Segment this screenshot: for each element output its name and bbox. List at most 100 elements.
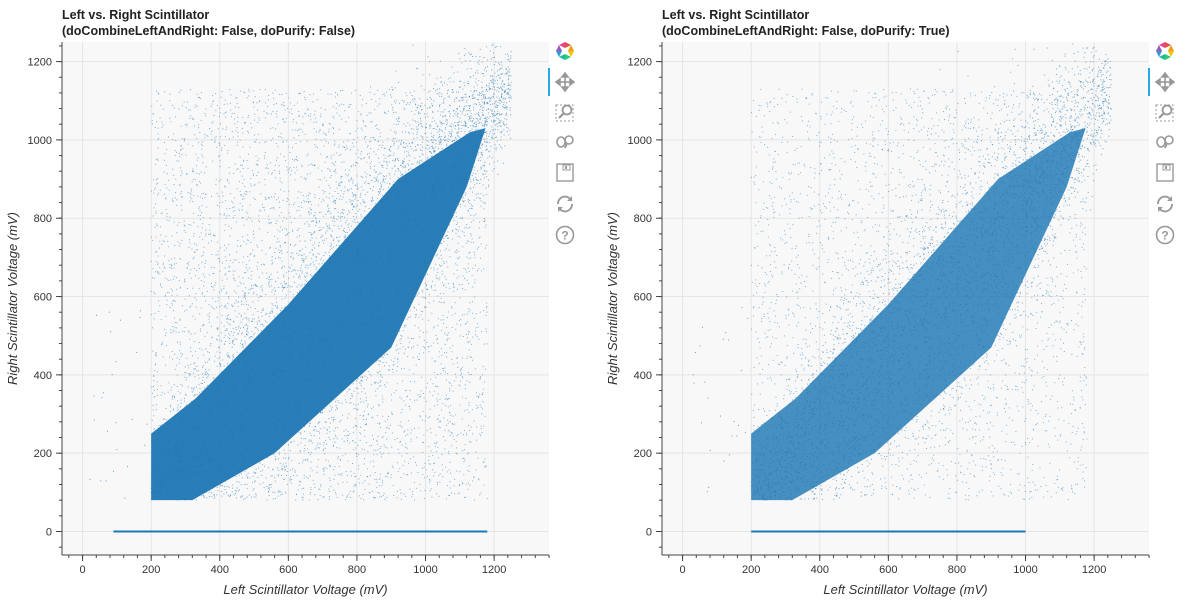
scatter-point xyxy=(153,380,155,382)
scatter-point xyxy=(234,447,236,449)
scatter-point xyxy=(428,302,430,304)
scatter-point xyxy=(388,218,390,220)
scatter-point xyxy=(350,470,352,472)
scatter-point xyxy=(329,439,331,441)
scatter-point xyxy=(468,96,470,98)
scatter-point xyxy=(401,173,403,175)
scatter-plot-left[interactable]: 0 200 400 600 800 1000 12000200400600800100012… xyxy=(0,0,600,600)
scatter-point xyxy=(247,167,249,169)
scatter-point xyxy=(359,196,361,198)
scatter-point xyxy=(410,432,412,434)
scatter-point xyxy=(215,338,217,340)
scatter-point xyxy=(392,372,394,374)
scatter-point xyxy=(473,118,475,120)
scatter-point xyxy=(218,297,220,299)
scatter-point xyxy=(208,412,210,414)
scatter-point xyxy=(178,478,180,480)
scatter-point xyxy=(438,95,440,97)
scatter-point xyxy=(246,303,248,305)
scatter-point xyxy=(485,97,487,99)
scatter-point xyxy=(236,188,238,190)
scatter-point xyxy=(182,476,184,478)
scatter-point xyxy=(225,424,227,426)
scatter-point xyxy=(228,167,230,169)
scatter-point xyxy=(414,242,416,244)
scatter-point xyxy=(410,189,412,191)
scatter-point xyxy=(411,110,413,112)
scatter-point xyxy=(317,402,319,404)
scatter-point xyxy=(180,170,182,172)
scatter-point xyxy=(251,320,253,322)
scatter-point xyxy=(197,157,199,159)
scatter-point xyxy=(171,496,173,498)
scatter-point xyxy=(460,324,462,326)
scatter-point xyxy=(321,170,323,172)
scatter-point xyxy=(507,58,509,60)
scatter-point xyxy=(433,326,435,328)
scatter-point xyxy=(274,169,276,171)
scatter-point xyxy=(328,207,330,209)
scatter-point xyxy=(182,330,184,332)
scatter-point xyxy=(184,124,186,126)
scatter-point xyxy=(282,199,284,201)
scatter-point xyxy=(423,397,425,399)
scatter-point xyxy=(356,216,358,218)
scatter-point xyxy=(470,112,472,114)
scatter-point xyxy=(378,191,380,193)
scatter-point xyxy=(242,256,244,258)
scatter-point xyxy=(212,416,214,418)
scatter-point xyxy=(246,97,248,99)
scatter-point xyxy=(189,471,191,473)
scatter-point xyxy=(411,230,413,232)
scatter-point xyxy=(151,123,153,125)
scatter-point xyxy=(472,433,474,435)
scatter-point xyxy=(401,247,403,249)
scatter-point xyxy=(452,282,454,284)
scatter-point xyxy=(437,342,439,344)
scatter-point xyxy=(318,337,320,339)
scatter-point xyxy=(202,325,204,327)
scatter-point xyxy=(220,322,222,324)
scatter-point xyxy=(454,251,456,253)
scatter-point xyxy=(190,351,192,353)
scatter-point xyxy=(177,341,179,343)
scatter-point xyxy=(284,325,286,327)
scatter-point xyxy=(478,478,480,480)
scatter-point xyxy=(365,423,367,425)
scatter-point xyxy=(241,194,243,196)
scatter-point xyxy=(356,327,358,329)
scatter-point xyxy=(305,386,307,388)
scatter-point xyxy=(156,371,158,373)
scatter-point xyxy=(409,399,411,401)
scatter-point xyxy=(288,266,290,268)
scatter-point xyxy=(344,238,346,240)
scatter-point xyxy=(381,203,383,205)
scatter-point xyxy=(180,383,182,385)
scatter-point xyxy=(282,287,284,289)
scatter-point xyxy=(447,148,449,150)
scatter-point xyxy=(193,363,195,365)
scatter-point xyxy=(233,206,235,208)
scatter-point xyxy=(382,482,384,484)
scatter-point xyxy=(218,142,220,144)
scatter-point xyxy=(202,141,204,143)
scatter-point xyxy=(349,199,351,201)
scatter-point xyxy=(377,359,379,361)
scatter-point xyxy=(201,227,203,229)
scatter-point xyxy=(173,174,175,176)
scatter-point xyxy=(186,465,188,467)
scatter-point xyxy=(263,465,265,467)
scatter-point xyxy=(472,191,474,193)
scatter-point xyxy=(436,177,438,179)
scatter-point xyxy=(325,297,327,299)
scatter-point xyxy=(425,249,427,251)
scatter-point xyxy=(317,298,319,300)
scatter-point xyxy=(239,409,241,411)
scatter-point xyxy=(377,435,379,437)
scatter-point xyxy=(364,171,366,173)
scatter-point xyxy=(183,138,185,140)
scatter-point xyxy=(335,264,337,266)
scatter-point xyxy=(323,495,325,497)
scatter-point xyxy=(335,273,337,275)
scatter-point xyxy=(186,471,188,473)
